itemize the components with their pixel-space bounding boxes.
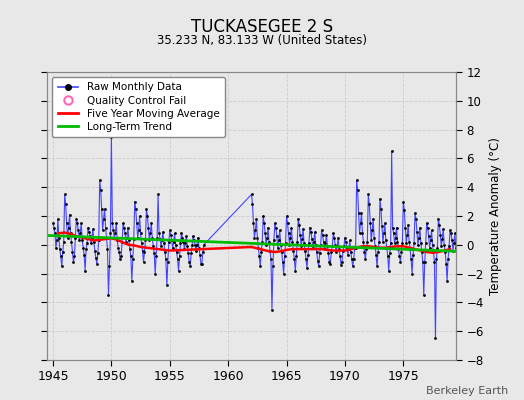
Text: Berkeley Earth: Berkeley Earth: [426, 386, 508, 396]
Text: 35.233 N, 83.133 W (United States): 35.233 N, 83.133 W (United States): [157, 34, 367, 47]
Legend: Raw Monthly Data, Quality Control Fail, Five Year Moving Average, Long-Term Tren: Raw Monthly Data, Quality Control Fail, …: [52, 77, 225, 137]
Y-axis label: Temperature Anomaly (°C): Temperature Anomaly (°C): [489, 137, 502, 295]
Text: TUCKASEGEE 2 S: TUCKASEGEE 2 S: [191, 18, 333, 36]
